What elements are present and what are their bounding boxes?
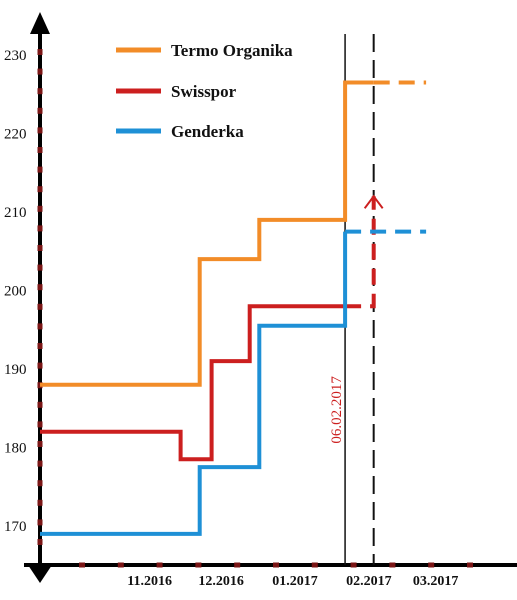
forecast-arrowhead-swisspor xyxy=(363,194,384,209)
y-axis-dot xyxy=(37,460,43,467)
legend-label: Termo Organika xyxy=(171,41,293,60)
x-axis-dot xyxy=(311,562,318,568)
y-tick-label: 180 xyxy=(4,441,27,457)
series-line-swisspor xyxy=(40,304,346,462)
y-tick-label: 200 xyxy=(4,284,27,300)
x-axis-dot xyxy=(234,562,241,568)
series-line-termo-organika xyxy=(40,80,374,387)
x-tick-label: 02.2017 xyxy=(346,574,392,589)
series-lines xyxy=(40,80,427,536)
y-axis-dot xyxy=(37,421,43,428)
x-axis-dot xyxy=(467,562,473,568)
date-markers: 06.02.2017 xyxy=(329,34,375,565)
y-axis-dot xyxy=(37,441,43,447)
x-axis-dot xyxy=(117,562,124,568)
x-axis-dot xyxy=(428,562,435,568)
y-axis-dot xyxy=(37,88,43,95)
x-axis-dot xyxy=(389,562,396,568)
y-axis-dot xyxy=(37,166,43,173)
x-tick-label: 12.2016 xyxy=(198,574,244,589)
x-tick-label: 11.2016 xyxy=(127,574,172,589)
y-axis-dot xyxy=(37,49,43,55)
x-axis-dot xyxy=(156,562,163,568)
y-axis-dot xyxy=(37,68,43,75)
x-tick-label: 03.2017 xyxy=(413,574,459,589)
legend-label: Swisspor xyxy=(171,82,237,101)
y-axis-arrow xyxy=(30,12,50,34)
origin-marker xyxy=(28,565,52,583)
y-axis-dot xyxy=(37,127,43,134)
y-axis-dot xyxy=(37,499,43,506)
y-axis-dot xyxy=(37,186,43,193)
y-axis-dot xyxy=(37,303,43,310)
y-axis-dot xyxy=(37,323,43,330)
x-axis-dot xyxy=(273,562,279,568)
y-tick-label: 210 xyxy=(4,205,27,221)
marker-date-label: 06.02.2017 xyxy=(329,376,345,444)
y-axis-dot xyxy=(37,362,43,369)
y-tick-label: 230 xyxy=(4,48,27,64)
y-axis-dot xyxy=(37,147,43,153)
y-axis-dot xyxy=(37,245,43,251)
legend: Termo Organika Swisspor Genderka xyxy=(116,41,293,141)
y-axis-dot xyxy=(37,539,43,545)
x-axis-dot xyxy=(195,562,202,568)
y-axis-dot xyxy=(37,343,43,349)
y-axis-dot xyxy=(37,284,43,291)
y-axis-dot xyxy=(37,107,43,114)
y-axis-dot xyxy=(37,205,43,212)
y-axis-dot xyxy=(37,225,43,232)
y-axis-dot xyxy=(37,264,43,271)
y-tick-label: 170 xyxy=(4,519,27,535)
y-tick-label: 220 xyxy=(4,127,27,143)
x-axis-dot xyxy=(79,562,85,568)
y-tick-label: 190 xyxy=(4,362,27,378)
y-axis-dot xyxy=(37,401,43,408)
x-axis-dot xyxy=(350,562,357,568)
y-axis-dot xyxy=(37,480,43,487)
series-line-genderka xyxy=(40,231,348,536)
x-tick-label: 01.2017 xyxy=(272,574,318,589)
y-axis-dot xyxy=(37,519,43,526)
legend-label: Genderka xyxy=(171,122,244,141)
forecast-line-swisspor xyxy=(345,196,376,309)
axes: 170 180 190 200 210 220 230 11.2016 12.2016 01.20… xyxy=(4,12,517,589)
